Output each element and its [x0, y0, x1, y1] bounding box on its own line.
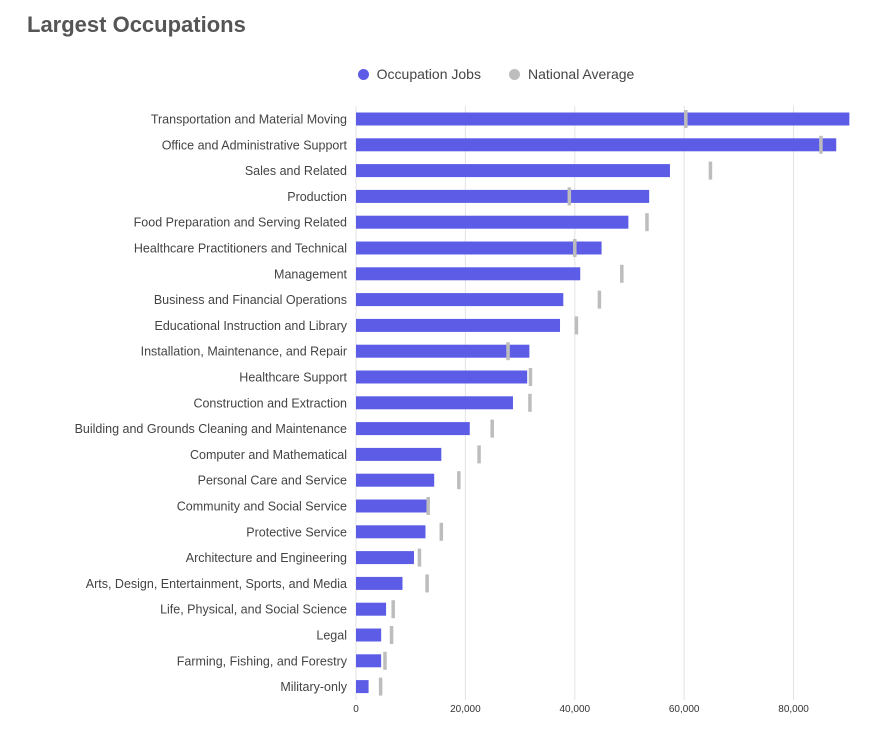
bar-occupation-jobs-architecture-and-engineering — [356, 551, 414, 565]
marker-national-average-healthcare-support — [528, 368, 533, 386]
category-label-legal: Legal — [316, 629, 347, 643]
bar-occupation-jobs-military-only — [356, 680, 369, 694]
bar-occupation-jobs-life-physical-and-social-science — [356, 602, 387, 616]
marker-national-average-personal-care-and-service — [457, 471, 461, 490]
category-label-arts-design-entertainment-sports-and-media: Arts, Design, Entertainment, Sports, and… — [86, 577, 347, 591]
marker-national-average-educational-instruction-and-library — [574, 316, 579, 335]
bar-occupation-jobs-management — [356, 267, 581, 281]
bar-occupation-jobs-personal-care-and-service — [356, 473, 435, 487]
bar-occupation-jobs-sales-and-related — [356, 164, 670, 178]
marker-national-average-architecture-and-engineering — [417, 548, 422, 567]
marker-national-average-building-and-grounds-cleaning-and-maintenance — [490, 419, 494, 438]
x-tick-label-2: 40,000 — [559, 704, 590, 715]
legend-dot-national-average-icon — [508, 68, 520, 80]
marker-national-average-production — [567, 187, 572, 206]
marker-national-average-office-and-administrative-support — [819, 135, 823, 154]
category-label-protective-service: Protective Service — [246, 525, 347, 539]
legend-dot-occupation-jobs-icon — [357, 68, 369, 80]
marker-national-average-construction-and-extraction — [528, 393, 532, 412]
category-label-community-and-social-service: Community and Social Service — [177, 500, 347, 514]
category-label-transportation-and-material-moving: Transportation and Material Moving — [151, 113, 347, 127]
marker-national-average-farming-fishing-and-forestry — [383, 651, 387, 670]
category-label-farming-fishing-and-forestry: Farming, Fishing, and Forestry — [177, 654, 348, 668]
category-label-business-and-financial-operations: Business and Financial Operations — [154, 293, 347, 307]
marker-national-average-management — [620, 264, 624, 283]
legend-item-national-average[interactable]: National Average — [508, 66, 635, 82]
marker-national-average-sales-and-related — [708, 161, 713, 180]
category-label-educational-instruction-and-library: Educational Instruction and Library — [155, 319, 348, 333]
category-label-life-physical-and-social-science: Life, Physical, and Social Science — [160, 603, 347, 617]
bar-occupation-jobs-installation-maintenance-and-repair — [356, 344, 530, 358]
legend-item-occupation-jobs[interactable]: Occupation Jobs — [258, 66, 481, 82]
x-tick-label-0: 0 — [353, 704, 359, 715]
marker-national-average-military-only — [378, 677, 383, 696]
category-label-healthcare-support: Healthcare Support — [239, 371, 347, 385]
bar-occupation-jobs-healthcare-support — [356, 370, 528, 384]
category-label-construction-and-extraction: Construction and Extraction — [193, 396, 347, 410]
category-label-office-and-administrative-support: Office and Administrative Support — [162, 138, 348, 152]
category-label-management: Management — [274, 267, 347, 281]
x-tick-label-3: 60,000 — [669, 704, 700, 715]
legend-label-national-average: National Average — [527, 66, 635, 82]
legend-label-occupation-jobs: Occupation Jobs — [376, 66, 481, 82]
category-label-personal-care-and-service: Personal Care and Service — [198, 474, 347, 488]
marker-national-average-legal — [389, 626, 394, 644]
category-label-production: Production — [287, 190, 347, 204]
marker-national-average-computer-and-mathematical — [477, 445, 481, 464]
chart-legend: Occupation Jobs National Average — [0, 66, 892, 82]
bar-occupation-jobs-office-and-administrative-support — [356, 138, 837, 152]
bar-occupation-jobs-farming-fishing-and-forestry — [356, 654, 382, 668]
category-label-building-and-grounds-cleaning-and-maintenance: Building and Grounds Cleaning and Mainte… — [75, 422, 347, 436]
chart-title: Largest Occupations — [27, 12, 246, 37]
marker-national-average-protective-service — [439, 522, 444, 541]
category-label-food-preparation-and-serving-related: Food Preparation and Serving Related — [134, 216, 347, 230]
marker-national-average-arts-design-entertainment-sports-and-media — [425, 574, 429, 593]
marker-national-average-life-physical-and-social-science — [391, 600, 395, 619]
bar-occupation-jobs-business-and-financial-operations — [356, 293, 564, 307]
category-label-installation-maintenance-and-repair: Installation, Maintenance, and Repair — [141, 345, 347, 359]
bar-occupation-jobs-construction-and-extraction — [356, 396, 513, 410]
x-tick-label-4: 80,000 — [778, 704, 809, 715]
bar-occupation-jobs-transportation-and-material-moving — [356, 112, 850, 126]
bar-occupation-jobs-food-preparation-and-serving-related — [356, 215, 629, 229]
bar-occupation-jobs-building-and-grounds-cleaning-and-maintenance — [356, 422, 470, 436]
marker-national-average-business-and-financial-operations — [597, 290, 602, 309]
marker-national-average-transportation-and-material-moving — [684, 110, 688, 128]
bar-occupation-jobs-legal — [356, 628, 382, 642]
bar-occupation-jobs-arts-design-entertainment-sports-and-media — [356, 576, 403, 590]
marker-national-average-healthcare-practitioners-and-technical — [573, 239, 577, 257]
bar-occupation-jobs-production — [356, 189, 650, 203]
marker-national-average-installation-maintenance-and-repair — [506, 342, 510, 361]
category-label-computer-and-mathematical: Computer and Mathematical — [190, 448, 347, 462]
marker-national-average-community-and-social-service — [426, 497, 430, 515]
bar-occupation-jobs-protective-service — [356, 525, 426, 539]
category-label-healthcare-practitioners-and-technical: Healthcare Practitioners and Technical — [134, 242, 347, 256]
category-label-military-only: Military-only — [280, 680, 347, 694]
bar-occupation-jobs-computer-and-mathematical — [356, 447, 442, 461]
marker-national-average-food-preparation-and-serving-related — [645, 213, 649, 232]
category-label-architecture-and-engineering: Architecture and Engineering — [186, 551, 347, 565]
bar-occupation-jobs-community-and-social-service — [356, 499, 427, 513]
category-label-sales-and-related: Sales and Related — [245, 164, 347, 178]
bar-occupation-jobs-educational-instruction-and-library — [356, 318, 561, 332]
bar-occupation-jobs-healthcare-practitioners-and-technical — [356, 241, 602, 255]
x-tick-label-1: 20,000 — [450, 704, 481, 715]
